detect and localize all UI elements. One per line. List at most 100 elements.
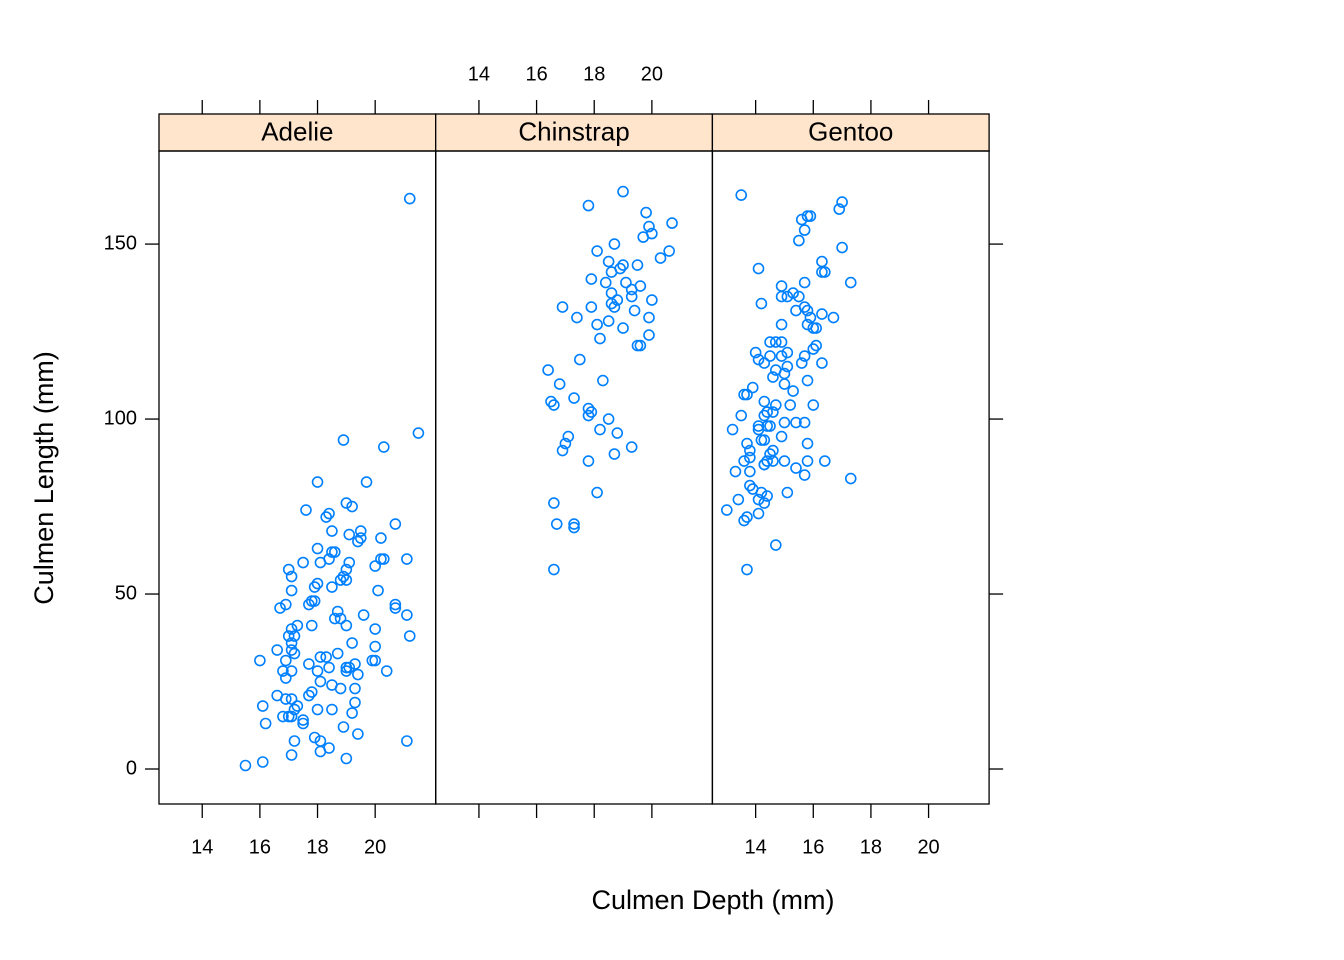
- point: [311, 577, 324, 590]
- x-tick-label: 14: [468, 63, 490, 85]
- point: [305, 686, 318, 698]
- point: [401, 553, 413, 565]
- point: [827, 311, 840, 324]
- point: [568, 518, 580, 530]
- strip: [711, 113, 990, 152]
- point: [744, 465, 756, 478]
- x-tick-label: 16: [802, 836, 824, 858]
- point: [729, 465, 742, 478]
- point: [585, 406, 598, 418]
- y-tick-label: 50: [115, 582, 137, 604]
- point: [605, 266, 618, 278]
- strip: [158, 113, 437, 152]
- point: [277, 710, 289, 723]
- point: [340, 619, 353, 632]
- point: [795, 357, 808, 369]
- point: [836, 196, 848, 208]
- strip-label: Adelie: [261, 116, 333, 146]
- point: [738, 514, 750, 527]
- point: [738, 455, 750, 467]
- point: [326, 703, 338, 716]
- point: [403, 630, 416, 642]
- point: [732, 493, 745, 506]
- point: [311, 542, 324, 555]
- point: [285, 710, 298, 723]
- point: [778, 378, 791, 390]
- point: [562, 430, 575, 443]
- point: [816, 266, 828, 278]
- point: [744, 451, 756, 464]
- point: [582, 409, 595, 422]
- point: [285, 623, 298, 635]
- point: [334, 574, 347, 586]
- strip-label: Chinstrap: [518, 116, 629, 146]
- point: [340, 665, 353, 677]
- point: [337, 570, 350, 583]
- point: [746, 381, 759, 394]
- x-tick-label: 14: [191, 836, 213, 858]
- point: [369, 623, 381, 635]
- point: [323, 661, 335, 674]
- point: [360, 476, 373, 488]
- point: [340, 497, 353, 509]
- point: [559, 437, 572, 450]
- point: [798, 350, 811, 362]
- point: [591, 245, 603, 257]
- point: [288, 703, 301, 716]
- point: [329, 546, 341, 558]
- point: [798, 416, 811, 429]
- point: [790, 304, 802, 317]
- point: [778, 455, 791, 467]
- point: [300, 504, 312, 516]
- point: [770, 399, 782, 411]
- x-tick-label: 20: [641, 63, 663, 85]
- point: [303, 689, 315, 702]
- point: [744, 444, 756, 457]
- point: [280, 672, 292, 684]
- point: [752, 507, 765, 520]
- point: [334, 612, 347, 625]
- point: [285, 644, 298, 656]
- point: [801, 437, 814, 450]
- point: [804, 210, 817, 222]
- point: [340, 752, 353, 765]
- point: [346, 500, 358, 513]
- point: [280, 654, 292, 667]
- point: [369, 640, 381, 653]
- point: [320, 511, 332, 523]
- point: [337, 434, 350, 446]
- strip: [435, 113, 714, 152]
- point: [646, 294, 658, 306]
- point: [311, 665, 324, 677]
- point: [585, 273, 598, 285]
- point: [297, 556, 309, 569]
- y-tick-label: 150: [104, 232, 137, 254]
- point: [323, 507, 335, 520]
- point: [357, 609, 370, 621]
- point: [331, 647, 344, 660]
- point: [378, 441, 390, 453]
- panel: [435, 150, 714, 805]
- point: [556, 301, 569, 313]
- point: [764, 336, 776, 348]
- x-tick-label: 20: [917, 836, 939, 858]
- point: [643, 220, 655, 233]
- point: [611, 294, 624, 306]
- point: [297, 714, 309, 726]
- point: [767, 406, 779, 418]
- point: [314, 745, 327, 758]
- point: [755, 486, 768, 499]
- point: [548, 563, 560, 576]
- point: [277, 665, 289, 677]
- point: [749, 346, 762, 359]
- point: [775, 336, 788, 348]
- point: [288, 630, 301, 642]
- point: [735, 409, 748, 422]
- point: [804, 311, 817, 324]
- point: [752, 493, 765, 506]
- point: [844, 276, 857, 289]
- point: [761, 455, 773, 467]
- point: [329, 612, 341, 625]
